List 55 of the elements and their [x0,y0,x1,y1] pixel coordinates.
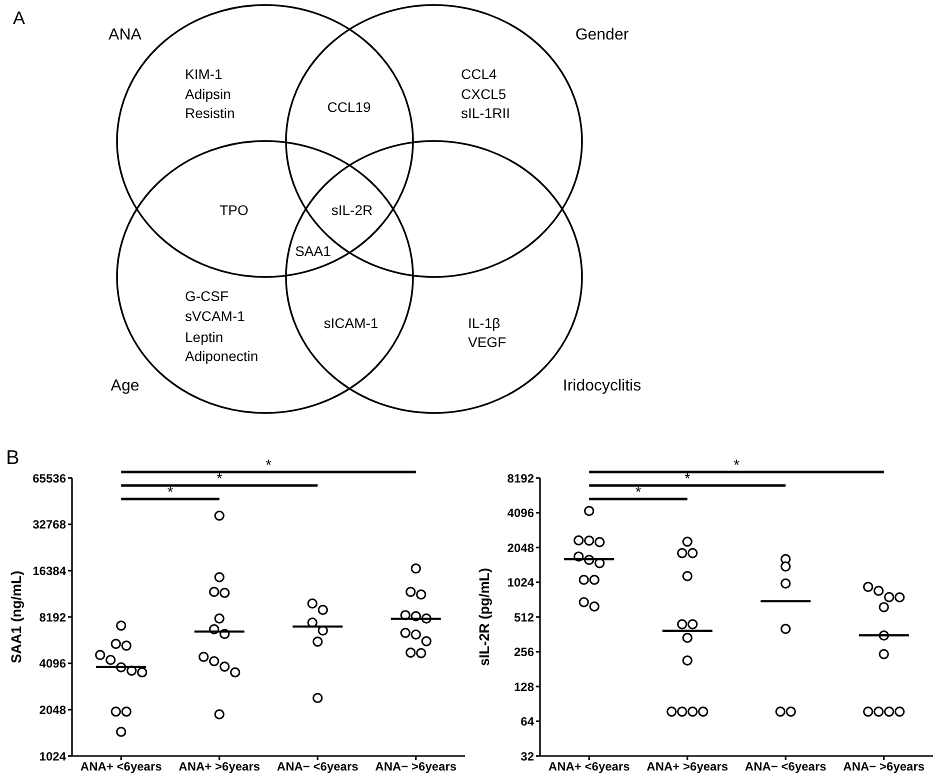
annotation: * [684,470,690,488]
text: CCL19 [327,99,371,115]
text: Adiponectin [185,348,258,364]
y-axis-title: sIL-2R (pg/mL) [476,568,492,666]
annotation: * [216,470,222,488]
text: * [734,457,740,474]
text: SAA1 [295,243,332,259]
x-tick-label: ANA− <6years [744,760,827,774]
y-tick-label: 256 [514,645,534,660]
x-tick-label: ANA− <6years [276,760,359,774]
y-tick-label: 4096 [39,656,66,671]
y-tick-label: 65536 [32,471,66,486]
text: Adipsin [185,86,231,102]
x-tick-label: ANA− >6years [843,760,925,774]
x-tick-label: ANA+ <6years [80,760,162,774]
x-tick-label: ANA+ >6years [178,760,260,774]
text: B [6,447,20,469]
y-tick-label: 8192 [39,610,66,624]
text: KIM-1 [185,66,223,82]
text: ANA [108,26,142,44]
annotation: * [167,484,174,501]
y-tick-label: 128 [514,680,534,694]
text: TPO [220,202,248,218]
text: CXCL5 [461,86,506,102]
text: Age [110,378,140,394]
x-tick-label: ANA+ <6years [548,760,630,774]
text: Iridocyclitis [562,378,642,394]
y-tick-label: 2048 [507,540,534,555]
text: CCL4 [461,66,498,82]
text: Gender [575,26,630,44]
y-tick-label: 32768 [32,518,66,532]
y-tick-label: 2048 [39,702,66,717]
y-tick-label: 16384 [32,564,66,578]
y-tick-label: 1024 [507,576,534,590]
text: * [266,457,272,474]
annotation: * [635,484,642,501]
y-tick-label: 512 [514,610,534,624]
text: IL-1β [468,315,500,331]
text: sIL-1RII [461,105,510,121]
y-tick-label: 4096 [507,506,534,520]
text: sIL-2R [331,202,373,218]
text: sICAM-1 [324,315,378,331]
text: G-CSF [185,288,229,304]
y-axis-title: SAA1 (ng/mL) [8,570,24,664]
text: sVCAM-1 [185,308,246,324]
x-tick-label: ANA+ >6years [646,760,728,774]
text: A [13,8,26,28]
text: Resistin [185,105,235,121]
text: Leptin [185,329,224,345]
y-tick-label: 32 [520,749,534,764]
x-tick-label: ANA− >6years [375,760,457,774]
text: VEGF [468,334,506,350]
y-tick-label: 1024 [39,749,66,764]
y-tick-label: 64 [520,714,534,729]
y-tick-label: 8192 [507,471,534,486]
